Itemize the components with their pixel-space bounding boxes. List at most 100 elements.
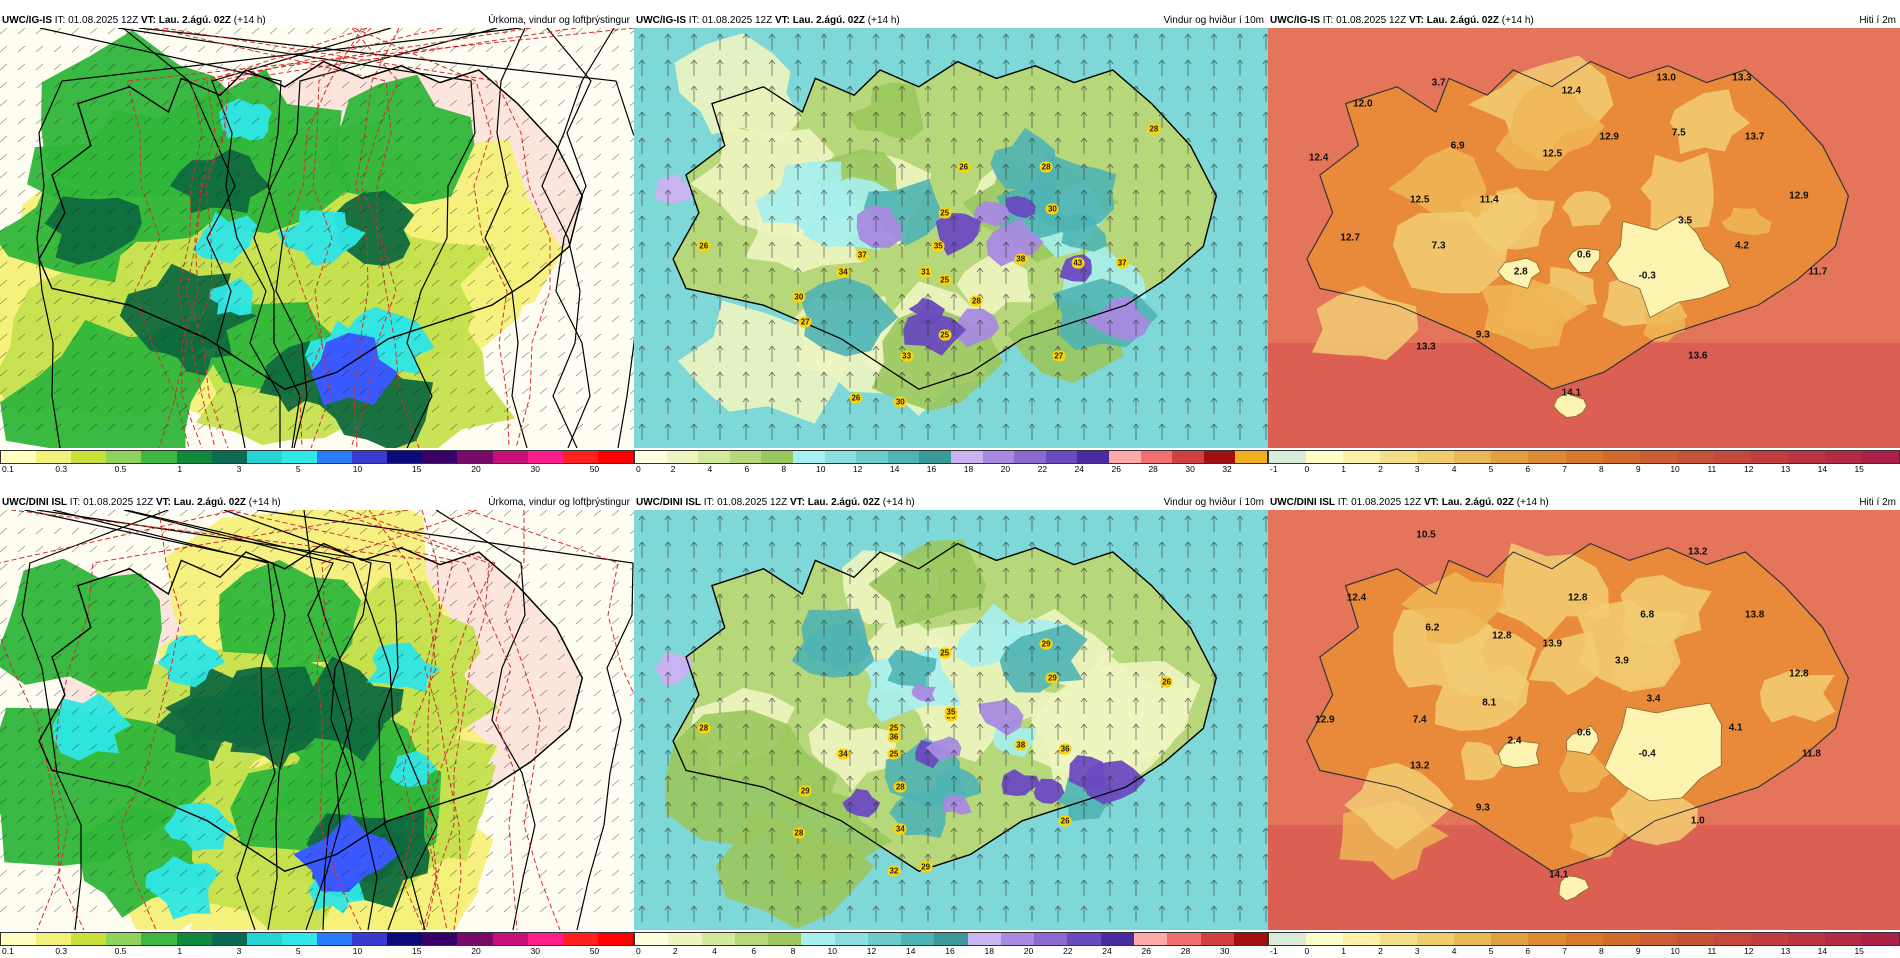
gust-label: 36: [1058, 743, 1072, 755]
temperature-label: 12.0: [1353, 98, 1373, 110]
colorbar-swatch: [792, 451, 825, 463]
colorbar-tick-label: 13: [1780, 946, 1791, 956]
colorbar-swatch: [1602, 933, 1640, 945]
colorbar-tick-label: 30: [530, 946, 540, 956]
colorbar-tick-label: 8: [781, 464, 787, 474]
panel-title: Hiti í 2m: [1859, 15, 1896, 26]
colorbar-tick-label: 9: [1635, 946, 1641, 956]
colorbar-swatch: [1067, 933, 1101, 945]
temperature-label: 11.8: [1802, 748, 1821, 760]
colorbar-swatch: [666, 451, 699, 463]
colorbar-tick-label: 28: [1148, 464, 1158, 474]
colorbar-tick-label: 2: [1378, 464, 1383, 474]
colorbar-tick-label: 26: [1111, 464, 1121, 474]
valid-time-label: VT:: [1423, 497, 1439, 508]
valid-time: Lau. 2.ágú. 02Z: [792, 15, 865, 26]
colorbar-swatch: [1077, 451, 1109, 463]
colorbar-swatch: [1528, 451, 1566, 463]
gust-label: 37: [1115, 257, 1129, 269]
colorbar-swatch: [562, 451, 598, 463]
temperature-label: 3.5: [1678, 215, 1693, 227]
model-name: UWC/DINI ISL: [636, 497, 701, 508]
map-area[interactable]: [1268, 28, 1900, 448]
temperature-label: 2.4: [1507, 735, 1522, 747]
gust-label: 36: [887, 731, 901, 743]
colorbar-tick-label: 3: [1414, 946, 1420, 956]
colorbar-swatch: [1713, 933, 1751, 945]
map-panel-p3: UWC/IG-IS IT: 01.08.2025 12Z VT: Lau. 2.…: [1268, 14, 1900, 476]
temperature-label: 12.8: [1789, 668, 1809, 680]
colorbar-swatch: [734, 933, 769, 945]
gust-label: 34: [893, 823, 907, 835]
gust-label: 35: [944, 706, 958, 718]
colorbar-tick-label: 0: [1304, 946, 1310, 956]
gust-label: 33: [900, 350, 914, 362]
colorbar-tick-label: 10: [352, 946, 363, 956]
colorbar: [0, 932, 634, 946]
temperature-label: 13.0: [1656, 72, 1676, 84]
gust-label: 29: [1045, 672, 1059, 684]
glacier-vatnajokull: [1606, 215, 1731, 319]
colorbar: [634, 450, 1268, 464]
colorbar-swatch: [1014, 451, 1046, 463]
colorbar-tick-label: 14: [1817, 464, 1828, 474]
colorbar-tick-label: 15: [411, 464, 422, 474]
colorbar-swatch: [1787, 933, 1825, 945]
colorbar-swatch: [1380, 933, 1418, 945]
colorbar-tick-label: 14: [1817, 946, 1828, 956]
colorbar-swatch: [1528, 933, 1566, 945]
temperature-label: 12.5: [1542, 148, 1563, 160]
map-area[interactable]: [1268, 510, 1900, 930]
colorbar-swatch: [1133, 933, 1168, 945]
colorbar-swatch: [1269, 451, 1307, 463]
colorbar-swatch: [867, 933, 902, 945]
colorbar-tick-label: 4: [1451, 464, 1457, 474]
colorbar-swatch: [422, 933, 458, 945]
colorbar-tick-label: 0: [1304, 464, 1310, 474]
colorbar-tick-label: 0.3: [55, 946, 68, 956]
colorbar-tick-label: 1: [177, 464, 183, 474]
colorbar-tick-label: 1: [1341, 464, 1347, 474]
colorbar-tick-label: 6: [751, 946, 757, 956]
gust-label: 25: [938, 329, 952, 341]
colorbar-tick-label: 16: [926, 464, 937, 474]
colorbar-tick-label: 24: [1074, 464, 1085, 474]
gust-label: 29: [798, 785, 812, 797]
colorbar-swatch: [901, 933, 935, 945]
map-area[interactable]: [634, 28, 1268, 448]
colorbar-swatch: [967, 933, 1001, 945]
valid-time: Lau. 2.ágú. 02Z: [807, 497, 880, 508]
gust-label: 28: [969, 295, 983, 307]
colorbar-tick-label: 30: [530, 464, 540, 474]
colorbar-swatch: [176, 451, 212, 463]
temperature-label: -0.3: [1638, 270, 1656, 282]
gust-label: 25: [938, 207, 952, 219]
colorbar-tick-label: 7: [1562, 464, 1567, 474]
gust-label: 28: [792, 827, 806, 839]
temperature-label: 14.1: [1548, 869, 1569, 881]
map-area[interactable]: [0, 28, 634, 448]
colorbar-tick-label: 22: [1063, 946, 1073, 956]
lead-time: (+14 h): [248, 497, 281, 508]
colorbar-tick-label: -1: [1270, 946, 1278, 956]
colorbar-swatch: [527, 933, 563, 945]
valid-time-label: VT:: [789, 497, 805, 508]
colorbar-tick-label: 10: [827, 946, 837, 956]
map-area[interactable]: [0, 510, 634, 930]
panel-title: Vindur og hviður í 10m: [1163, 15, 1264, 26]
colorbar-tick-label: 20: [471, 464, 481, 474]
temperature-label: 6.8: [1640, 609, 1655, 621]
panel-header: UWC/IG-IS IT: 01.08.2025 12Z VT: Lau. 2.…: [0, 14, 634, 28]
colorbar-swatch: [1233, 933, 1268, 945]
colorbar-swatch: [457, 451, 493, 463]
colorbar-swatch: [1417, 933, 1455, 945]
colorbar-tick-label: 0: [636, 946, 641, 956]
colorbar-swatch: [982, 451, 1015, 463]
lead-time: (+14 h): [233, 15, 266, 26]
temperature-label: 7.5: [1671, 127, 1686, 139]
map-area[interactable]: [634, 510, 1268, 930]
colorbar-tick-label: 16: [945, 946, 955, 956]
map-canvas: [1268, 28, 1900, 448]
colorbar-tick-label: 13: [1780, 464, 1791, 474]
colorbar-tick-label: 5: [295, 464, 301, 474]
